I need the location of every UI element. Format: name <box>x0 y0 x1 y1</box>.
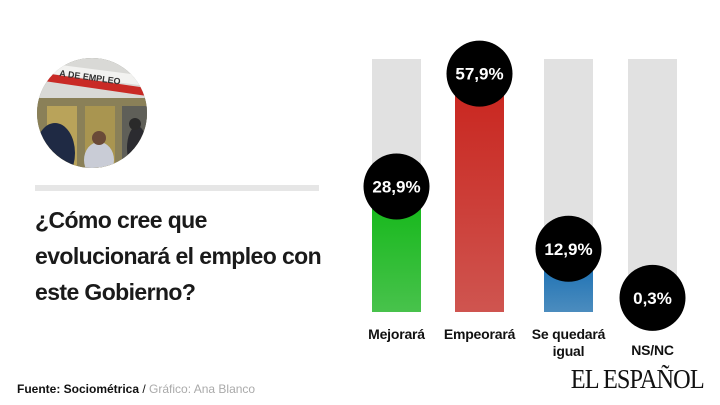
category-label: NS/NC <box>631 342 674 358</box>
value-label: 0,3% <box>633 289 672 308</box>
source-separator: / <box>139 382 150 396</box>
chart-title: ¿Cómo cree que evolucionará el empleo co… <box>35 207 322 305</box>
value-label: 28,9% <box>372 178 420 197</box>
source-label: Fuente: Sociométrica <box>17 382 140 396</box>
value-label: 12,9% <box>544 240 592 259</box>
category-label: Se quedará igual <box>531 326 606 359</box>
graphic-credit: Gráfico: Ana Blanco <box>149 382 256 396</box>
value-label: 57,9% <box>455 65 503 84</box>
value-circle <box>446 40 513 107</box>
category-label: Mejorará <box>368 326 425 342</box>
value-circle <box>535 215 602 282</box>
source-credit: Fuente: Sociométrica / Gráfico: Ana Blan… <box>17 382 255 396</box>
divider <box>35 185 319 191</box>
el-espanol-logo: EL ESPAÑOL <box>570 364 705 394</box>
bar-1 <box>455 86 504 313</box>
value-circle <box>619 264 686 331</box>
category-label: Empeorará <box>443 326 516 342</box>
value-circle <box>363 153 430 220</box>
